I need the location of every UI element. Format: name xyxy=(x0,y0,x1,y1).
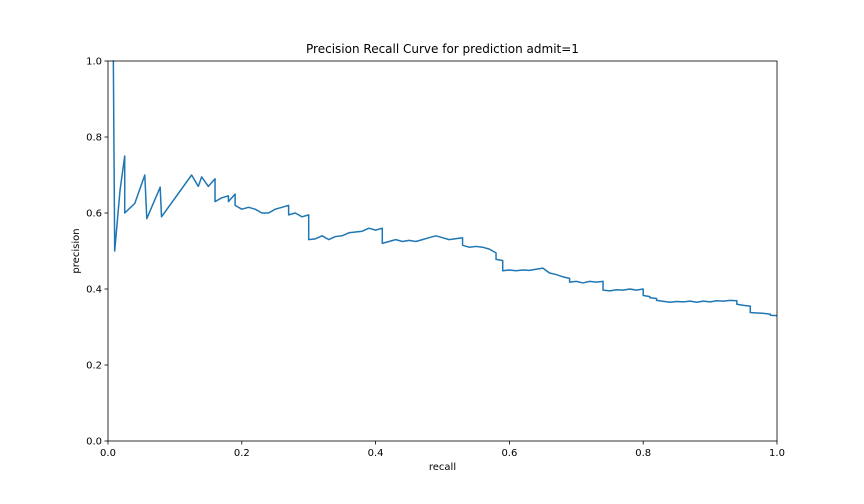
y-tick-label: 0.0 xyxy=(86,437,102,448)
x-tick-label: 0.8 xyxy=(635,448,651,459)
chart-title: Precision Recall Curve for prediction ad… xyxy=(306,42,579,56)
x-tick-label: 1.0 xyxy=(769,448,785,459)
y-axis: 0.0 0.2 0.4 0.6 0.8 1.0 xyxy=(86,57,108,448)
x-axis: 0.0 0.2 0.4 0.6 0.8 1.0 xyxy=(100,441,785,459)
x-tick-label: 0.0 xyxy=(100,448,116,459)
y-tick-label: 0.8 xyxy=(86,133,102,144)
y-axis-label: precision xyxy=(71,228,82,273)
x-tick-label: 0.6 xyxy=(501,448,517,459)
x-tick-label: 0.2 xyxy=(234,448,250,459)
y-tick-label: 0.4 xyxy=(86,285,102,296)
plot-area xyxy=(107,60,778,442)
x-tick-label: 0.4 xyxy=(368,448,384,459)
pr-curve-line xyxy=(112,60,778,317)
plot-frame xyxy=(107,60,778,442)
y-tick-label: 0.2 xyxy=(86,361,102,372)
y-tick-label: 0.6 xyxy=(86,209,102,220)
y-tick-label: 1.0 xyxy=(86,57,102,68)
x-axis-label: recall xyxy=(429,462,456,473)
